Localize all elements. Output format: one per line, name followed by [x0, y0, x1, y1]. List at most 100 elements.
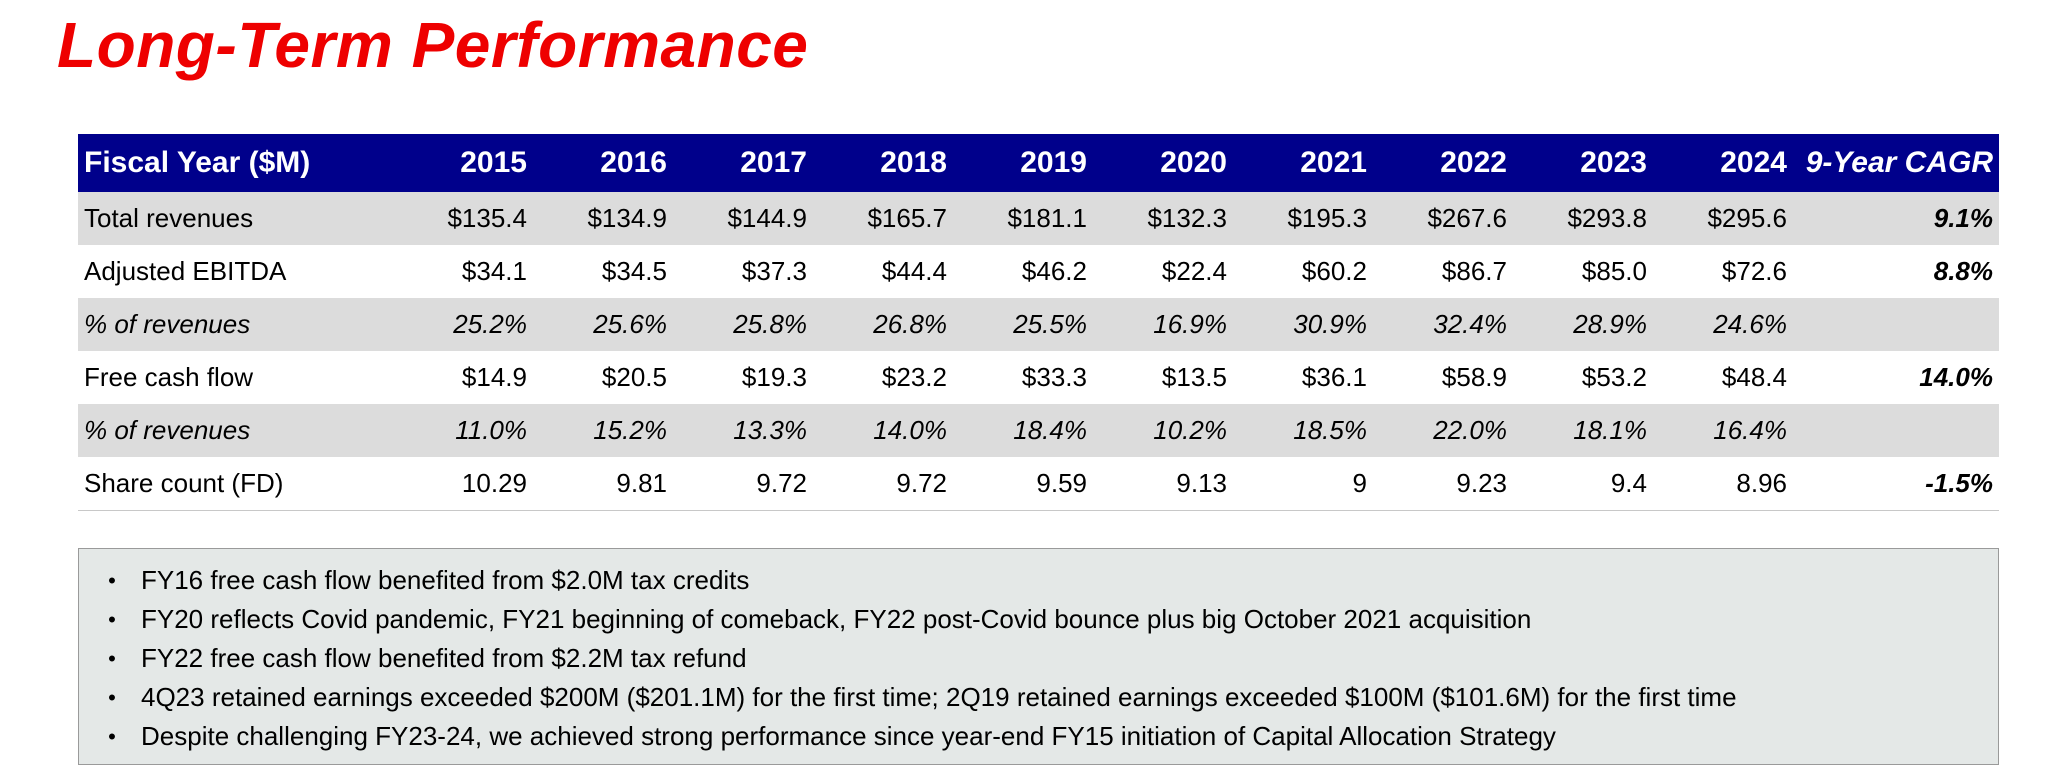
header-cagr: 9-Year CAGR — [1793, 134, 1999, 192]
table-cell: 28.9% — [1513, 298, 1653, 351]
table-row-adjusted-ebitda: Adjusted EBITDA $34.1 $34.5 $37.3 $44.4 … — [78, 245, 1999, 298]
table-cell: $13.5 — [1161, 362, 1227, 392]
table-cell: 10.29 — [393, 457, 533, 511]
note-text: 4Q23 retained earnings exceeded $200M ($… — [141, 682, 1737, 712]
bullet-icon: • — [108, 606, 116, 632]
table-cell: $72.6 — [1721, 256, 1787, 286]
bullet-icon: • — [108, 567, 116, 593]
table-cell: $295.6 — [1653, 192, 1793, 245]
table-cell: 25.6% — [533, 298, 673, 351]
notes-list: • FY16 free cash flow benefited from $2.… — [79, 561, 1998, 756]
cagr-cell: -1.5% — [1793, 457, 1999, 511]
note-text: FY16 free cash flow benefited from $2.0M… — [141, 565, 750, 595]
header-year: 2023 — [1513, 134, 1653, 192]
table-cell: $144.9 — [673, 192, 813, 245]
table-cell: 16.9% — [1093, 298, 1233, 351]
header-year: 2022 — [1373, 134, 1513, 192]
table-cell: 8.96 — [1653, 457, 1793, 511]
table-cell: $44.4 — [881, 256, 947, 286]
header-year: 2020 — [1093, 134, 1233, 192]
table-cell: 24.6% — [1653, 298, 1793, 351]
table-cell: 10.2% — [1093, 404, 1233, 457]
header-year: 2019 — [953, 134, 1093, 192]
table-cell: 9.13 — [1093, 457, 1233, 511]
row-label: Adjusted EBITDA — [84, 256, 287, 286]
table-cell: $134.9 — [533, 192, 673, 245]
table-row-free-cash-flow: Free cash flow $14.9 $20.5 $19.3 $23.2 $… — [78, 351, 1999, 404]
bullet-icon: • — [108, 684, 116, 710]
table-cell: $33.3 — [1021, 362, 1087, 392]
table-cell: 9.59 — [953, 457, 1093, 511]
table-cell: 15.2% — [533, 404, 673, 457]
table-cell: $85.0 — [1581, 256, 1647, 286]
note-text: Despite challenging FY23-24, we achieved… — [141, 721, 1556, 751]
performance-table: Fiscal Year ($M) 2015 2016 2017 2018 201… — [78, 134, 1999, 511]
cagr-cell: 9.1% — [1793, 192, 1999, 245]
table-row-share-count: Share count (FD) 10.29 9.81 9.72 9.72 9.… — [78, 457, 1999, 511]
header-year: 2018 — [813, 134, 953, 192]
table-cell: $22.4 — [1161, 256, 1227, 286]
row-label: Share count (FD) — [78, 457, 393, 511]
header-year: 2024 — [1653, 134, 1793, 192]
table-cell: 18.5% — [1233, 404, 1373, 457]
table-cell: $46.2 — [1021, 256, 1087, 286]
table-cell: 18.4% — [953, 404, 1093, 457]
table-cell: $36.1 — [1301, 362, 1367, 392]
table-cell: $165.7 — [813, 192, 953, 245]
row-label: Total revenues — [78, 192, 393, 245]
header-year: 2016 — [533, 134, 673, 192]
table-cell: 9.23 — [1373, 457, 1513, 511]
table-cell: 9.72 — [673, 457, 813, 511]
table-cell: 13.3% — [673, 404, 813, 457]
table-cell: $135.4 — [393, 192, 533, 245]
table-cell: $58.9 — [1441, 362, 1507, 392]
header-year: 2021 — [1233, 134, 1373, 192]
cagr-cell: 8.8% — [1933, 256, 1993, 286]
table-cell: 9.4 — [1513, 457, 1653, 511]
cagr-cell: 14.0% — [1919, 362, 1993, 392]
list-item: • Despite challenging FY23-24, we achiev… — [79, 717, 1998, 756]
header-label: Fiscal Year ($M) — [78, 134, 393, 192]
table-cell: 16.4% — [1653, 404, 1793, 457]
table-cell: $20.5 — [601, 362, 667, 392]
bullet-icon: • — [108, 645, 116, 671]
list-item: • FY20 reflects Covid pandemic, FY21 beg… — [79, 600, 1998, 639]
table-cell: $195.3 — [1233, 192, 1373, 245]
header-year: 2017 — [673, 134, 813, 192]
table-cell: $86.7 — [1441, 256, 1507, 286]
list-item: • FY16 free cash flow benefited from $2.… — [79, 561, 1998, 600]
table-cell: $181.1 — [953, 192, 1093, 245]
table-cell: 9 — [1233, 457, 1373, 511]
cagr-cell — [1793, 298, 1999, 351]
table-cell: 14.0% — [813, 404, 953, 457]
table-cell: 9.81 — [533, 457, 673, 511]
table-cell: 30.9% — [1233, 298, 1373, 351]
table-cell: $60.2 — [1301, 256, 1367, 286]
table-cell: $14.9 — [461, 362, 527, 392]
table-row-total-revenues: Total revenues $135.4 $134.9 $144.9 $165… — [78, 192, 1999, 245]
table-row-ebitda-margin: % of revenues 25.2% 25.6% 25.8% 26.8% 25… — [78, 298, 1999, 351]
table-cell: $48.4 — [1721, 362, 1787, 392]
row-label: Free cash flow — [84, 362, 254, 392]
table-cell: 25.5% — [953, 298, 1093, 351]
row-label: % of revenues — [78, 298, 393, 351]
table-cell: 32.4% — [1373, 298, 1513, 351]
note-text: FY20 reflects Covid pandemic, FY21 begin… — [141, 604, 1532, 634]
table-cell: 25.2% — [393, 298, 533, 351]
page-title: Long-Term Performance — [57, 9, 809, 81]
table-cell: $34.5 — [601, 256, 667, 286]
table-cell: 22.0% — [1373, 404, 1513, 457]
bullet-icon: • — [108, 723, 116, 749]
table-cell: $132.3 — [1093, 192, 1233, 245]
table-cell: $293.8 — [1513, 192, 1653, 245]
table-cell: 18.1% — [1513, 404, 1653, 457]
table-cell: $34.1 — [461, 256, 527, 286]
cagr-cell — [1793, 404, 1999, 457]
table-cell: $23.2 — [881, 362, 947, 392]
header-year: 2015 — [393, 134, 533, 192]
row-label: % of revenues — [78, 404, 393, 457]
note-text: FY22 free cash flow benefited from $2.2M… — [141, 643, 747, 673]
table-cell: $53.2 — [1581, 362, 1647, 392]
table-cell: 26.8% — [813, 298, 953, 351]
